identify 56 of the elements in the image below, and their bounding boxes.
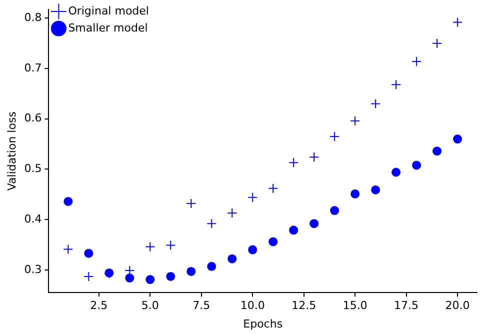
point bbox=[64, 196, 73, 206]
x-tick-label: 10.0 bbox=[240, 299, 265, 312]
point bbox=[288, 158, 299, 168]
point bbox=[350, 189, 360, 198]
x-tick-label: 17.5 bbox=[394, 299, 419, 312]
point bbox=[392, 168, 401, 177]
legend-label: Smaller model bbox=[68, 21, 148, 34]
point bbox=[84, 271, 94, 282]
point bbox=[452, 17, 463, 28]
point bbox=[289, 226, 298, 235]
point bbox=[207, 262, 216, 271]
point bbox=[371, 185, 380, 194]
point bbox=[391, 80, 402, 90]
point bbox=[350, 116, 360, 126]
x-tick-label: 20.0 bbox=[445, 299, 470, 312]
point bbox=[63, 244, 74, 254]
x-tick-label: 5.0 bbox=[141, 299, 159, 312]
point bbox=[84, 248, 94, 258]
point bbox=[186, 266, 196, 276]
point bbox=[166, 272, 176, 281]
y-tick-label: 0.5 bbox=[24, 162, 42, 176]
y-tick-label: 0.4 bbox=[24, 212, 42, 226]
point bbox=[370, 98, 381, 109]
point bbox=[248, 192, 258, 202]
point bbox=[124, 265, 135, 276]
point bbox=[268, 237, 278, 246]
point bbox=[186, 198, 196, 208]
x-tick-label: 12.5 bbox=[292, 299, 316, 312]
point bbox=[309, 152, 320, 162]
point bbox=[330, 131, 340, 142]
point bbox=[268, 183, 278, 194]
point bbox=[166, 240, 176, 250]
point bbox=[125, 273, 134, 282]
point bbox=[432, 38, 442, 48]
point bbox=[227, 208, 238, 218]
point bbox=[248, 245, 258, 254]
point bbox=[310, 219, 319, 228]
y-tick-label: 0.7 bbox=[24, 61, 42, 74]
y-axis-title: Validation loss bbox=[5, 111, 18, 191]
y-tick-label: 0.3 bbox=[24, 262, 42, 276]
point bbox=[206, 218, 217, 229]
point bbox=[412, 56, 422, 66]
x-tick-label: 15.0 bbox=[342, 299, 368, 312]
x-tick-label: 7.5 bbox=[192, 299, 210, 312]
x-axis-title: Epochs bbox=[243, 317, 283, 330]
y-tick-label: 0.8 bbox=[24, 11, 42, 24]
legend-label: Original model bbox=[68, 4, 149, 18]
point bbox=[145, 242, 156, 252]
point bbox=[228, 254, 237, 264]
point bbox=[330, 206, 340, 216]
point bbox=[146, 275, 155, 284]
point bbox=[453, 134, 462, 144]
point bbox=[412, 160, 422, 170]
y-tick-label: 0.6 bbox=[24, 112, 42, 125]
point bbox=[432, 146, 442, 156]
x-tick-label: 2.5 bbox=[90, 299, 108, 312]
